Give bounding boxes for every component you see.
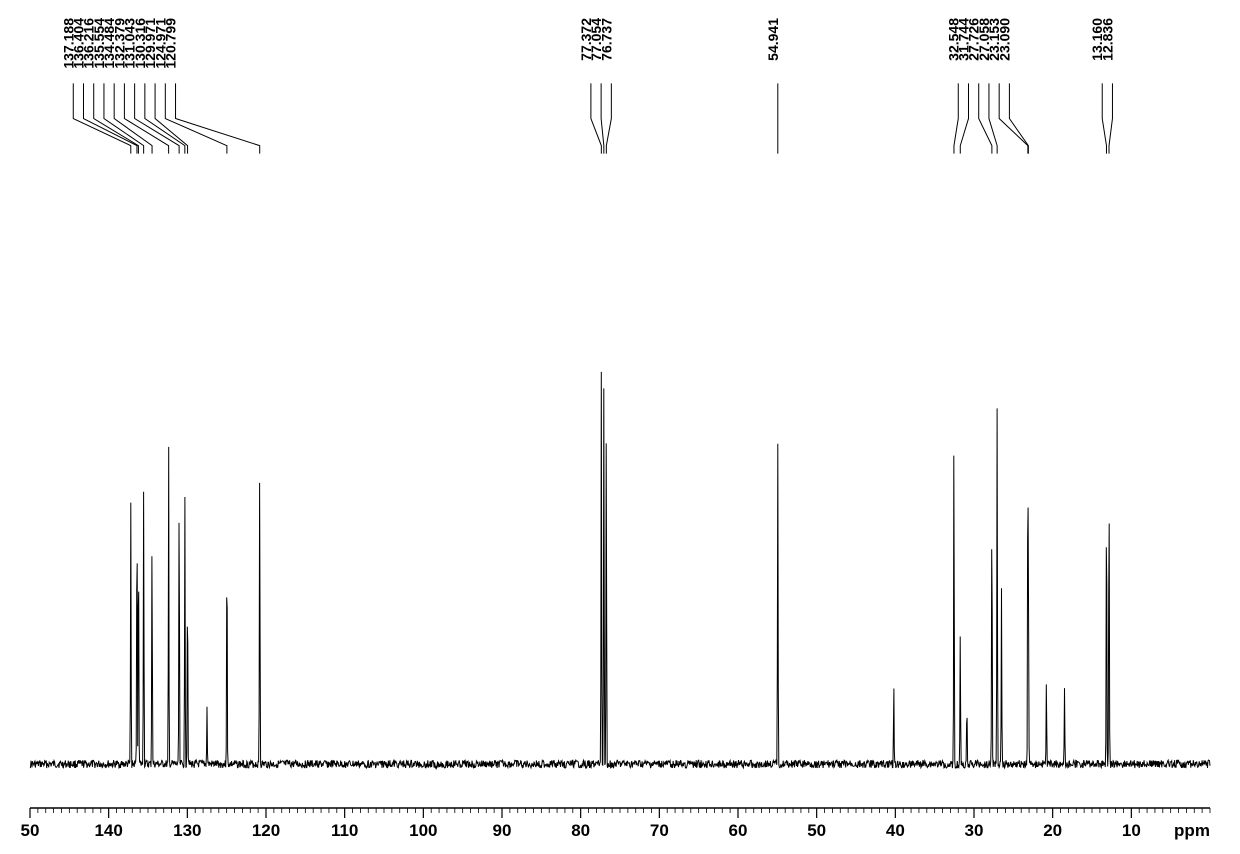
x-tick-label: 90: [493, 821, 512, 840]
peak-label: 12.836: [1099, 18, 1115, 61]
peak-label: 23.090: [996, 18, 1012, 61]
x-tick-label: 110: [331, 821, 358, 840]
x-axis-label: ppm: [1174, 821, 1210, 840]
peak-label: 120.799: [163, 18, 179, 69]
x-tick-label: 30: [965, 821, 984, 840]
nmr-spectrum: 50140130120110100908070605040302010ppm13…: [0, 0, 1240, 854]
x-tick-label: 20: [1043, 821, 1062, 840]
x-tick-label: 40: [886, 821, 905, 840]
peak-label: 54.941: [765, 18, 781, 61]
x-tick-label: 100: [409, 821, 437, 840]
x-tick-label: 60: [729, 821, 748, 840]
x-tick-label: 10: [1122, 821, 1141, 840]
x-tick-label: 80: [571, 821, 590, 840]
peak-label: 76.737: [598, 18, 614, 61]
x-tick-label: 50: [807, 821, 826, 840]
x-tick-label: 140: [94, 821, 122, 840]
x-tick-label: 50: [21, 821, 40, 840]
x-tick-label: 130: [173, 821, 201, 840]
x-tick-label: 120: [252, 821, 280, 840]
x-tick-label: 70: [650, 821, 669, 840]
